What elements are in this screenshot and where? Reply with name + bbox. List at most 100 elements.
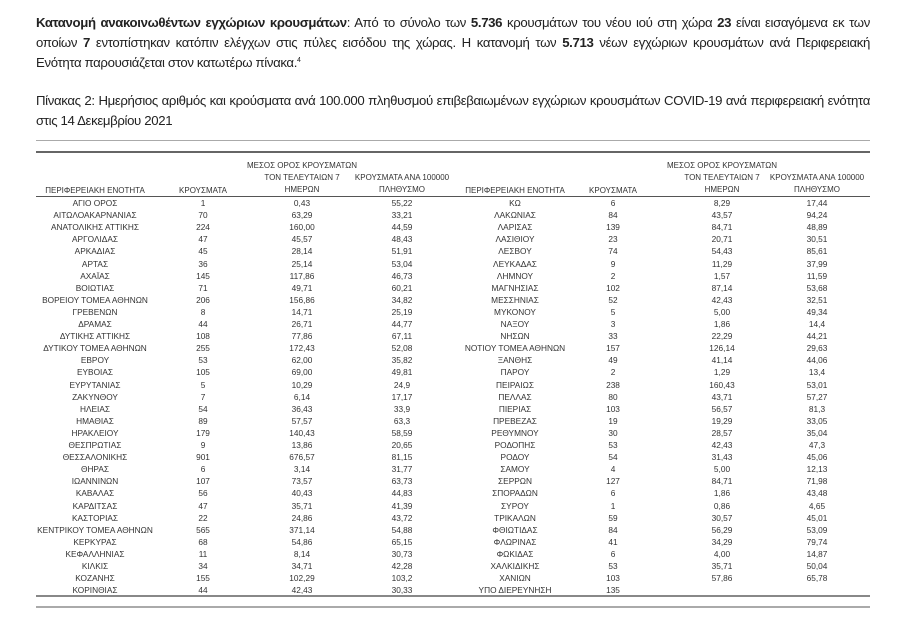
per-100k-cell: 50,04 [806, 561, 828, 571]
region-cell: ΦΘΙΩΤΙΔΑΣ [492, 524, 538, 535]
region-cell: ΚΙΛΚΙΣ [81, 561, 109, 571]
per-100k-cell: 43,72 [391, 512, 413, 523]
cases-cell: 54 [198, 403, 208, 414]
per-100k-cell: 85,61 [806, 246, 828, 257]
cases-cell: 41 [608, 536, 618, 547]
seven-day-mean-cell: 0,43 [293, 198, 311, 208]
seven-day-mean-cell: 160,00 [289, 222, 315, 233]
cases-cell: 157 [606, 343, 620, 354]
column-header: ΚΡΟΥΣΜΑΤΑ ΑΝΑ 100000 [769, 173, 865, 182]
column-header: ΚΡΟΥΣΜΑΤΑ [589, 186, 637, 195]
seven-day-mean-cell: 26,71 [291, 319, 313, 329]
per-100k-cell: 51,91 [391, 246, 413, 257]
seven-day-mean-cell: 42,43 [711, 294, 733, 305]
cases-cell: 105 [196, 367, 210, 378]
region-cell: ΝΗΣΩΝ [500, 331, 530, 342]
region-cell: ΠΡΕΒΕΖΑΣ [493, 415, 537, 426]
cases-cell: 6 [610, 548, 616, 559]
cases-cell: 135 [606, 585, 620, 596]
seven-day-mean-cell: 43,71 [711, 391, 733, 402]
per-100k-cell: 30,51 [806, 234, 828, 245]
per-100k-cell: 31,77 [391, 464, 413, 475]
table-caption: Πίνακας 2: Ημερήσιος αριθμός και κρούσμα… [36, 93, 870, 128]
per-100k-cell: 47,3 [808, 440, 826, 450]
region-cell: ΛΑΚΩΝΙΑΣ [494, 210, 536, 221]
region-cell: ΘΗΡΑΣ [80, 464, 110, 475]
seven-day-mean-cell: 41,14 [711, 355, 733, 366]
seven-day-mean-cell: 0,86 [713, 500, 731, 511]
region-cell: ΞΑΝΘΗΣ [497, 355, 533, 366]
per-100k-cell: 53,04 [391, 258, 413, 269]
region-cell: ΔΥΤΙΚΗΣ ΑΤΤΙΚΗΣ [59, 331, 131, 342]
column-header: ΚΡΟΥΣΜΑΤΑ [179, 186, 227, 195]
column-header: ΗΜΕΡΩΝ [704, 185, 740, 194]
region-cell: ΚΑΡΔΙΤΣΑΣ [72, 500, 118, 511]
cases-cell: 30 [608, 427, 618, 438]
seven-day-mean-cell: 34,29 [711, 536, 733, 547]
cases-cell: 565 [196, 524, 210, 535]
per-100k-cell: 25,19 [391, 306, 413, 317]
cases-cell: 127 [606, 476, 620, 487]
region-cell: ΠΕΛΛΑΣ [498, 391, 532, 402]
cases-cell: 59 [608, 512, 618, 523]
total-cases: 5.736 [470, 15, 503, 30]
per-100k-cell: 53,09 [806, 524, 828, 535]
gate-cases: 7 [83, 35, 91, 50]
column-header: ΗΜΕΡΩΝ [284, 185, 320, 194]
region-cell: ΧΑΝΙΩΝ [499, 573, 531, 584]
seven-day-mean-cell: 13,86 [291, 440, 313, 450]
seven-day-mean-cell: 84,71 [711, 222, 733, 233]
seven-day-mean-cell: 43,57 [711, 210, 733, 221]
cases-cell: 33 [608, 331, 618, 342]
cases-cell: 5 [610, 306, 616, 317]
per-100k-cell: 33,05 [806, 415, 828, 426]
cases-cell: 45 [198, 246, 208, 257]
cases-cell: 23 [608, 234, 618, 245]
per-100k-cell: 65,15 [391, 536, 413, 547]
per-100k-cell: 48,89 [806, 222, 828, 233]
per-100k-cell: 52,08 [391, 343, 413, 354]
seven-day-mean-cell: 14,71 [291, 306, 313, 317]
cases-cell: 53 [608, 440, 618, 450]
region-cell: ΚΑΒΑΛΑΣ [75, 488, 115, 499]
region-cell: ΛΗΜΝΟΥ [496, 270, 534, 281]
seven-day-mean-cell: 62,00 [291, 355, 313, 366]
cases-cell: 89 [198, 415, 208, 426]
per-100k-cell: 58,59 [391, 427, 413, 438]
cases-cell: 56 [198, 488, 208, 499]
per-100k-cell: 63,73 [391, 476, 413, 487]
per-100k-cell: 44,83 [391, 488, 413, 499]
region-cell: ΑΧΑΪΑΣ [80, 270, 110, 281]
cases-cell: 9 [200, 440, 206, 450]
seven-day-mean-cell: 63,29 [291, 210, 313, 221]
seven-day-mean-cell: 172,43 [289, 343, 315, 354]
seven-day-mean-cell: 31,43 [711, 452, 733, 463]
per-100k-cell: 54,88 [391, 524, 413, 535]
cases-cell: 7 [200, 391, 206, 402]
seven-day-mean-cell: 10,29 [291, 379, 313, 390]
seven-day-mean-cell: 6,14 [293, 391, 311, 402]
per-100k-cell: 30,33 [391, 585, 413, 596]
cases-cell: 44 [198, 319, 208, 329]
seven-day-mean-cell: 102,29 [289, 573, 315, 584]
seven-day-mean-cell: 11,29 [711, 258, 733, 269]
seven-day-mean-cell: 5,00 [713, 306, 731, 317]
column-header: ΜΕΣΟΣ ΟΡΟΣ ΚΡΟΥΣΜΑΤΩΝ [246, 161, 358, 170]
cases-cell: 36 [198, 258, 208, 269]
seven-day-mean-cell: 156,86 [289, 294, 315, 305]
seven-day-mean-cell: 25,14 [291, 258, 313, 269]
region-cell: ΒΟΡΕΙΟΥ ΤΟΜΕΑ ΑΘΗΝΩΝ [42, 294, 148, 305]
footnote-ref[interactable]: 4 [297, 57, 301, 64]
cases-cell: 145 [196, 270, 210, 281]
region-cell: ΦΩΚΙΔΑΣ [496, 548, 534, 559]
region-cell: ΙΩΑΝΝΙΝΩΝ [71, 476, 119, 487]
cases-cell: 11 [198, 548, 208, 559]
region-cell: ΠΑΡΟΥ [500, 367, 530, 378]
cases-cell: 103 [606, 403, 620, 414]
region-cell: ΤΡΙΚΑΛΩΝ [494, 512, 536, 523]
region-cell: ΜΥΚΟΝΟΥ [494, 306, 536, 317]
per-100k-cell: 81,15 [391, 452, 413, 463]
per-100k-cell: 44,21 [806, 331, 828, 342]
region-cell: ΑΝΑΤΟΛΙΚΗΣ ΑΤΤΙΚΗΣ [50, 222, 140, 233]
region-cell: ΚΩ [509, 198, 521, 208]
